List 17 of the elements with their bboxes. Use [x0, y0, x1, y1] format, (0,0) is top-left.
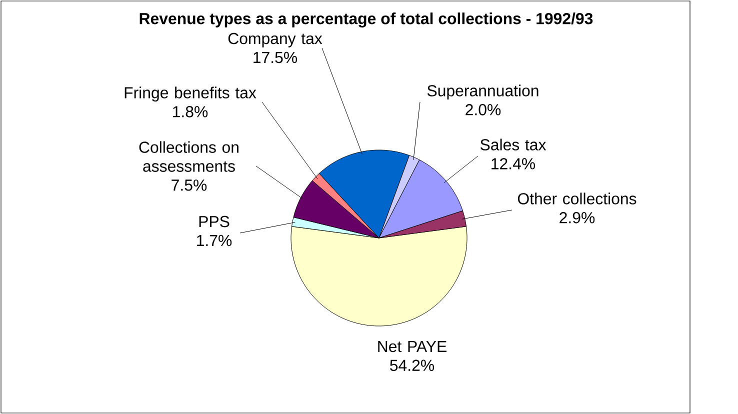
slice-label: Superannuation — [427, 84, 538, 100]
chart-title: Revenue types as a percentage of total collections - 1992/93 — [140, 12, 593, 28]
data-label: 54.2% — [390, 360, 434, 372]
data-label: 2.0% — [466, 104, 501, 116]
data-label: 2.9% — [560, 212, 595, 224]
slice-label: Fringe benefits tax — [124, 86, 256, 102]
slice-label: Other collections — [518, 192, 636, 204]
slice-label: Company tax — [228, 32, 322, 48]
data-label: 1.8% — [173, 106, 208, 118]
data-label: 7.5% — [172, 180, 207, 191]
slice-label: Net PAYE — [378, 340, 446, 352]
slice-label: PPS — [199, 216, 230, 228]
data-label: 1.7% — [197, 234, 232, 246]
slice-label: Collections on assessments — [139, 141, 238, 172]
slice-label: Sales tax — [480, 138, 546, 150]
data-label: 17.5% — [254, 52, 298, 64]
data-label: 12.4% — [492, 158, 536, 170]
